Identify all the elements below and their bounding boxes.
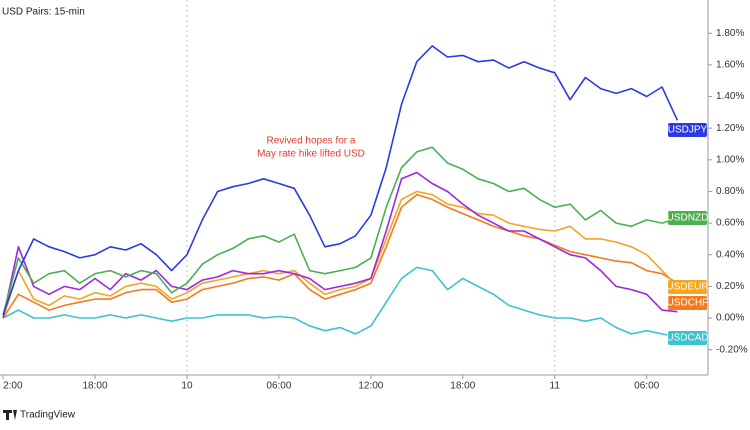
series-line (2, 171, 678, 319)
x-tick-label: 06:00 (266, 381, 291, 392)
y-tick-label: 0.40% (716, 249, 744, 260)
series-label: USDCHF (667, 296, 709, 310)
series-label: USDNZD (667, 211, 709, 225)
y-tick-label: 1.20% (716, 123, 744, 134)
annotation: May rate hike lifted USD (257, 149, 365, 160)
watermark: TradingView (3, 410, 76, 421)
x-tick-label: 18:00 (450, 381, 475, 392)
y-tick-label: 0.80% (716, 186, 744, 197)
y-tick-label: 1.00% (716, 154, 744, 165)
y-tick-label: 1.80% (716, 28, 744, 39)
watermark-text: TradingView (20, 410, 76, 421)
x-tick-label: 12:00 (358, 381, 383, 392)
series-line (2, 193, 678, 319)
x-tick-label: 18:00 (82, 381, 107, 392)
annotation: Revived hopes for a (267, 136, 356, 147)
series-label-text: USDCHF (667, 298, 709, 309)
series-label-text: USDJPY (668, 125, 708, 136)
series-line (2, 45, 679, 316)
x-tick-label: 2:00 (3, 381, 23, 392)
logo (3, 410, 17, 420)
x-tick-label: 06:00 (634, 381, 659, 392)
x-tick-label: 10 (181, 381, 193, 392)
y-tick-label: 1.60% (716, 60, 744, 71)
series-label: USDEUR (666, 280, 709, 294)
y-tick-label: 0.00% (716, 313, 744, 324)
series-label-box (668, 331, 707, 345)
y-tick-label: 1.40% (716, 91, 744, 102)
series-label-box (668, 280, 707, 294)
series-label: USDCAD (666, 331, 709, 345)
series-line (2, 266, 678, 338)
series-label-text: USDNZD (667, 213, 709, 224)
y-tick-label: 0.60% (716, 218, 744, 229)
series-label-box (668, 211, 707, 225)
series-line (2, 190, 678, 319)
series-label: USDJPY (668, 123, 708, 137)
series-label-box (668, 296, 707, 310)
series-label-text: USDCAD (666, 333, 708, 344)
series-label-box (668, 123, 707, 137)
series-label-text: USDEUR (666, 282, 708, 293)
chart-title: USD Pairs: 15-min (2, 7, 85, 18)
series-line (2, 146, 678, 316)
y-tick-label: -0.20% (716, 344, 748, 355)
y-tick-label: 0.20% (716, 281, 744, 292)
x-tick-label: 11 (550, 381, 561, 392)
